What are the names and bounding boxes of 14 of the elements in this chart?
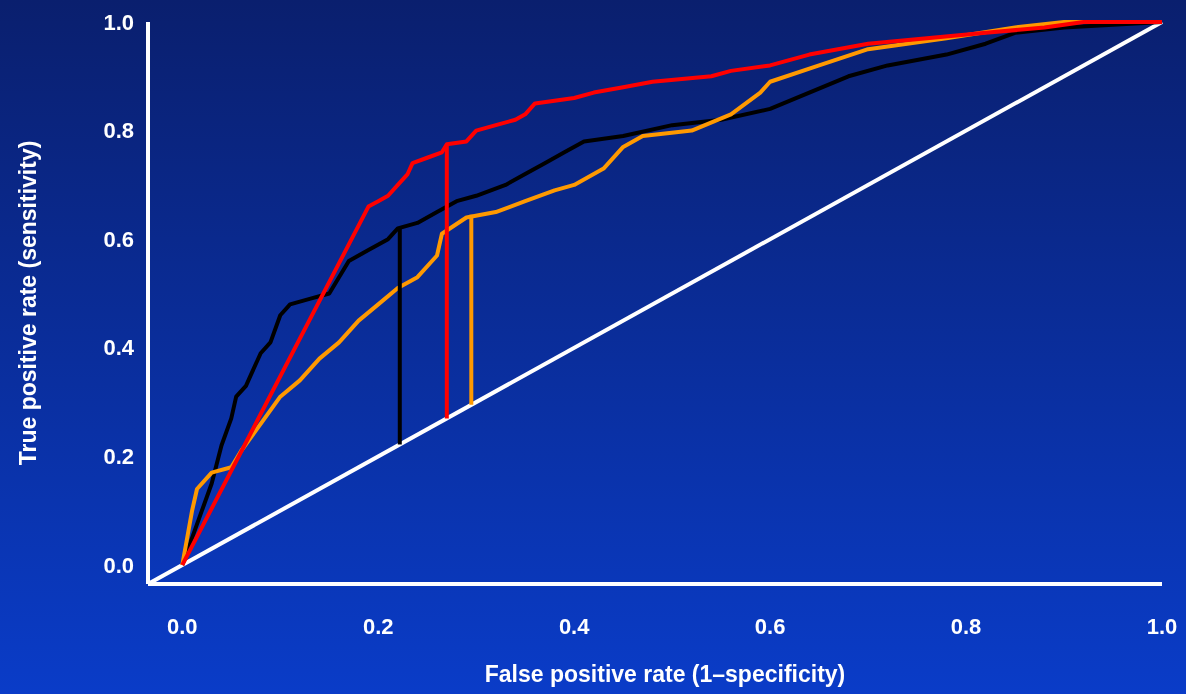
x-tick-label: 0.6 bbox=[754, 614, 786, 639]
y-tick-label: 0.8 bbox=[103, 118, 134, 144]
y-tick-label: 0.6 bbox=[103, 226, 134, 252]
x-tick-label: 0.4 bbox=[558, 614, 591, 639]
x-axis-title: False positive rate (1–specificity) bbox=[484, 661, 846, 687]
x-tick-label: 0.2 bbox=[362, 614, 394, 639]
y-tick-label: 0.4 bbox=[103, 335, 135, 361]
y-axis-title: True positive rate (sensitivity) bbox=[15, 140, 41, 466]
y-tick-label: 1.0 bbox=[103, 9, 134, 35]
x-tick-label: 0.0 bbox=[166, 614, 198, 639]
y-tick-label: 0.2 bbox=[103, 444, 134, 470]
x-tick-label: 1.0 bbox=[1146, 614, 1178, 639]
x-tick-label: 0.8 bbox=[950, 614, 982, 639]
y-tick-label: 0.0 bbox=[103, 552, 134, 578]
